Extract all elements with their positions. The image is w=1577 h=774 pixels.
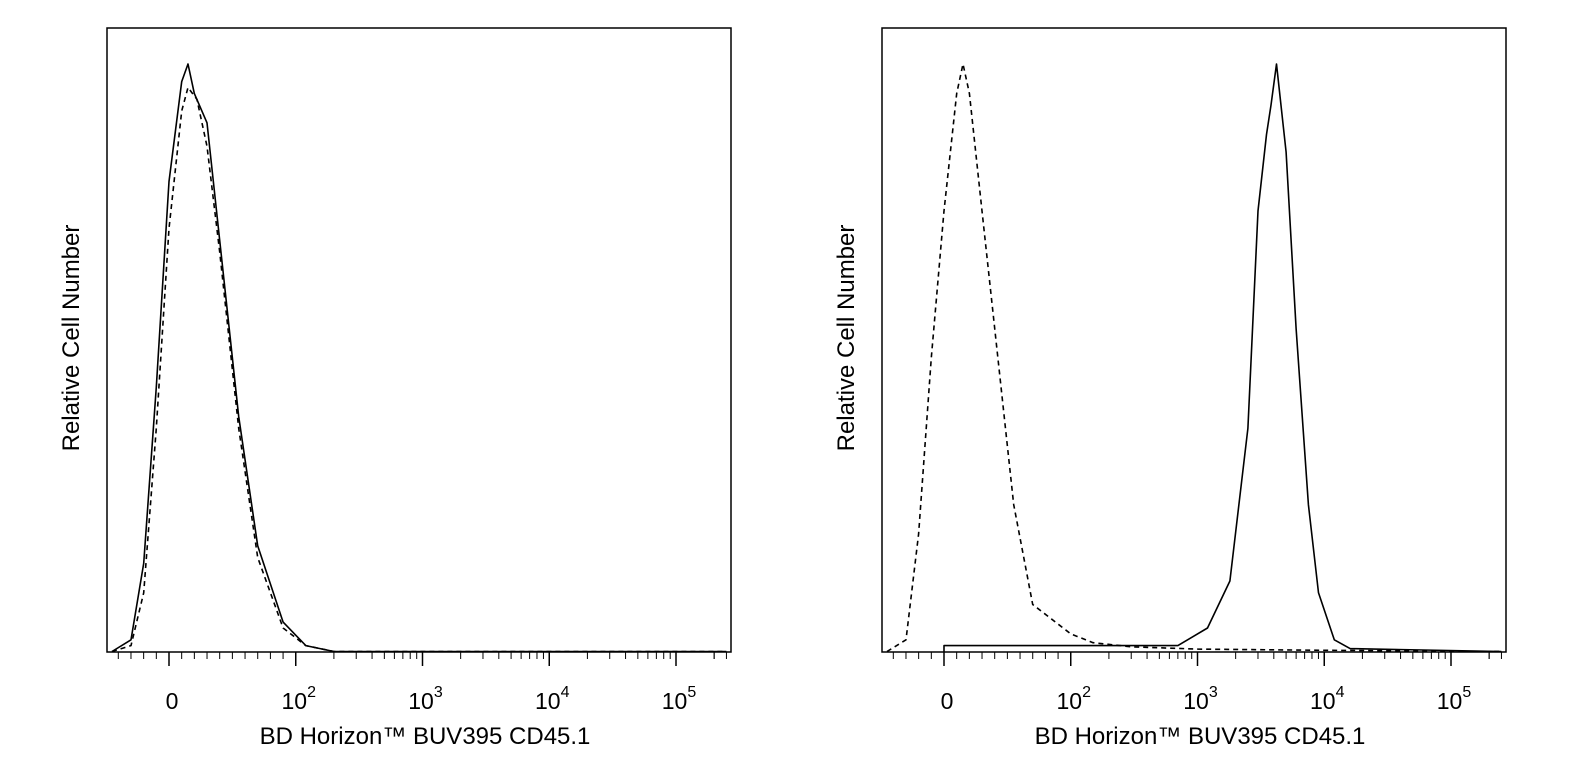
x-axis-label: BD Horizon™ BUV395 CD45.1 xyxy=(260,723,591,750)
y-axis-label: Relative Cell Number xyxy=(833,225,860,452)
x-tick-label: 103 xyxy=(408,684,443,714)
y-axis-label: Relative Cell Number xyxy=(58,225,85,452)
x-tick-label: 105 xyxy=(662,684,697,714)
x-tick-label: 102 xyxy=(282,684,317,714)
x-tick-label: 0 xyxy=(941,688,954,714)
histogram-solid-line xyxy=(943,63,1502,653)
x-axis-label: BD Horizon™ BUV395 CD45.1 xyxy=(1035,723,1366,750)
x-axis-ticks xyxy=(117,652,727,666)
histogram-dashed-line xyxy=(111,86,727,653)
plot-frame xyxy=(106,27,732,653)
x-tick-label: 104 xyxy=(535,684,570,714)
chart-panel-1: 0 102 103 104 105 BD Horizon™ BUV395 CD45.1 Re… xyxy=(58,27,732,750)
x-tick-label: 102 xyxy=(1057,684,1092,714)
plot-frame xyxy=(881,27,1507,653)
chart-panel-2: 0 102 103 104 105 BD Horizon™ BUV395 CD45.1 Re… xyxy=(833,27,1507,750)
x-tick-label: 103 xyxy=(1183,684,1218,714)
x-tick-label: 104 xyxy=(1310,684,1345,714)
histogram-dashed-line xyxy=(886,63,1502,653)
x-tick-label: 0 xyxy=(166,688,179,714)
x-tick-label: 105 xyxy=(1437,684,1472,714)
histogram-solid-line xyxy=(111,63,727,653)
x-axis-ticks xyxy=(892,652,1502,666)
